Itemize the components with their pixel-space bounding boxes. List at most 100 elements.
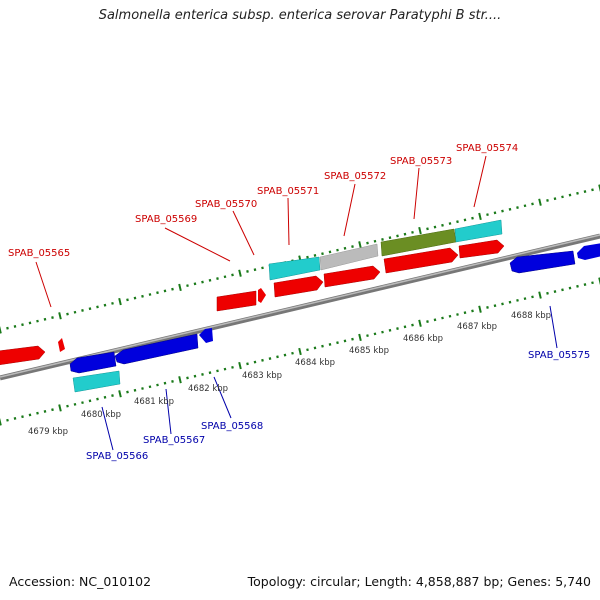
gene-feature[interactable] bbox=[577, 243, 600, 260]
minor-tick bbox=[463, 218, 467, 222]
gene-label-spab-05567[interactable]: SPAB_05567 bbox=[143, 435, 205, 446]
major-tick bbox=[238, 361, 242, 370]
gene-feature[interactable] bbox=[114, 333, 199, 365]
minor-tick bbox=[6, 418, 9, 422]
minor-tick bbox=[373, 239, 377, 243]
minor-tick bbox=[306, 255, 309, 259]
minor-tick bbox=[583, 190, 587, 193]
minor-tick bbox=[433, 225, 437, 229]
minor-tick bbox=[493, 211, 497, 215]
major-tick bbox=[0, 418, 2, 426]
major-tick bbox=[598, 277, 600, 285]
minor-tick bbox=[583, 283, 587, 286]
minor-tick bbox=[568, 286, 572, 290]
minor-tick bbox=[456, 313, 459, 316]
minor-tick bbox=[231, 365, 234, 369]
gene-feature[interactable] bbox=[273, 275, 324, 298]
minor-tick bbox=[193, 374, 197, 378]
major-tick bbox=[478, 212, 482, 221]
scale-label: 4687 kbp bbox=[457, 322, 497, 332]
gene-feature[interactable] bbox=[199, 328, 213, 343]
major-tick bbox=[418, 226, 422, 235]
minor-tick bbox=[73, 402, 77, 406]
minor-tick bbox=[516, 206, 519, 209]
gene-features[interactable] bbox=[0, 219, 600, 393]
minor-tick bbox=[448, 314, 452, 318]
minor-tick bbox=[141, 294, 144, 298]
minor-tick bbox=[96, 397, 99, 401]
gene-feature[interactable] bbox=[72, 370, 121, 393]
minor-tick bbox=[553, 197, 557, 201]
minor-tick bbox=[313, 346, 317, 350]
gene-label-spab-05566[interactable]: SPAB_05566 bbox=[86, 451, 148, 462]
minor-tick bbox=[411, 323, 414, 327]
major-tick bbox=[418, 319, 422, 327]
minor-tick bbox=[126, 298, 129, 302]
gene-feature[interactable] bbox=[509, 250, 576, 274]
minor-tick bbox=[576, 284, 579, 288]
gene-label-spab-05570[interactable]: SPAB_05570 bbox=[195, 199, 257, 210]
minor-tick bbox=[216, 369, 219, 373]
gene-label-spab-05568[interactable]: SPAB_05568 bbox=[201, 421, 263, 432]
minor-tick bbox=[456, 220, 459, 224]
minor-tick bbox=[43, 317, 47, 321]
minor-tick bbox=[186, 284, 189, 288]
minor-tick bbox=[246, 362, 249, 366]
map-title: Salmonella enterica subsp. enterica sero… bbox=[98, 8, 502, 23]
gene-feature[interactable] bbox=[0, 345, 46, 365]
minor-tick bbox=[81, 309, 84, 312]
minor-tick bbox=[28, 321, 32, 325]
minor-tick bbox=[208, 371, 212, 375]
gene-feature[interactable] bbox=[383, 247, 459, 274]
gene-label-spab-05573[interactable]: SPAB_05573 bbox=[390, 156, 452, 167]
minor-tick bbox=[171, 380, 174, 383]
lower-leader-lines bbox=[101, 305, 558, 451]
minor-tick bbox=[253, 360, 257, 364]
minor-tick bbox=[433, 318, 437, 322]
gene-feature[interactable] bbox=[258, 288, 266, 303]
gene-label-spab-05574[interactable]: SPAB_05574 bbox=[456, 143, 518, 154]
gene-feature[interactable] bbox=[458, 239, 505, 259]
gene-feature[interactable] bbox=[216, 290, 257, 312]
minor-tick bbox=[396, 327, 399, 331]
gene-feature[interactable] bbox=[323, 265, 381, 288]
minor-tick bbox=[73, 310, 77, 314]
major-tick bbox=[58, 312, 62, 320]
major-tick bbox=[58, 404, 62, 412]
minor-tick bbox=[133, 296, 137, 300]
minor-tick bbox=[388, 236, 392, 240]
gene-label-spab-05565[interactable]: SPAB_05565 bbox=[8, 248, 70, 259]
gene-feature[interactable] bbox=[319, 243, 379, 271]
gene-label-spab-05569[interactable]: SPAB_05569 bbox=[135, 214, 197, 225]
minor-tick bbox=[88, 307, 92, 311]
minor-tick bbox=[193, 282, 197, 286]
minor-tick bbox=[366, 241, 369, 245]
minor-tick bbox=[141, 387, 144, 390]
gene-feature[interactable] bbox=[454, 219, 503, 243]
minor-tick bbox=[531, 202, 534, 206]
minor-tick bbox=[231, 273, 234, 277]
minor-tick bbox=[553, 290, 557, 293]
minor-tick bbox=[321, 344, 324, 348]
gene-feature[interactable] bbox=[69, 351, 117, 374]
major-tick bbox=[178, 283, 182, 292]
minor-tick bbox=[576, 191, 579, 195]
gene-label-spab-05575[interactable]: SPAB_05575 bbox=[528, 350, 590, 361]
major-tick bbox=[598, 184, 600, 192]
scale-label: 4684 kbp bbox=[295, 358, 335, 368]
minor-tick bbox=[6, 326, 9, 330]
minor-tick bbox=[336, 341, 339, 345]
gene-feature[interactable] bbox=[268, 256, 321, 281]
minor-tick bbox=[28, 413, 32, 417]
minor-tick bbox=[261, 266, 264, 270]
minor-tick bbox=[321, 252, 324, 256]
gene-label-spab-05571[interactable]: SPAB_05571 bbox=[257, 186, 319, 197]
lower-scale-ticks bbox=[0, 277, 600, 426]
minor-tick bbox=[486, 306, 489, 309]
minor-tick bbox=[441, 223, 444, 227]
minor-tick bbox=[591, 281, 594, 285]
minor-tick bbox=[201, 280, 204, 284]
gene-label-spab-05572[interactable]: SPAB_05572 bbox=[324, 171, 386, 182]
gene-feature[interactable] bbox=[58, 338, 65, 352]
